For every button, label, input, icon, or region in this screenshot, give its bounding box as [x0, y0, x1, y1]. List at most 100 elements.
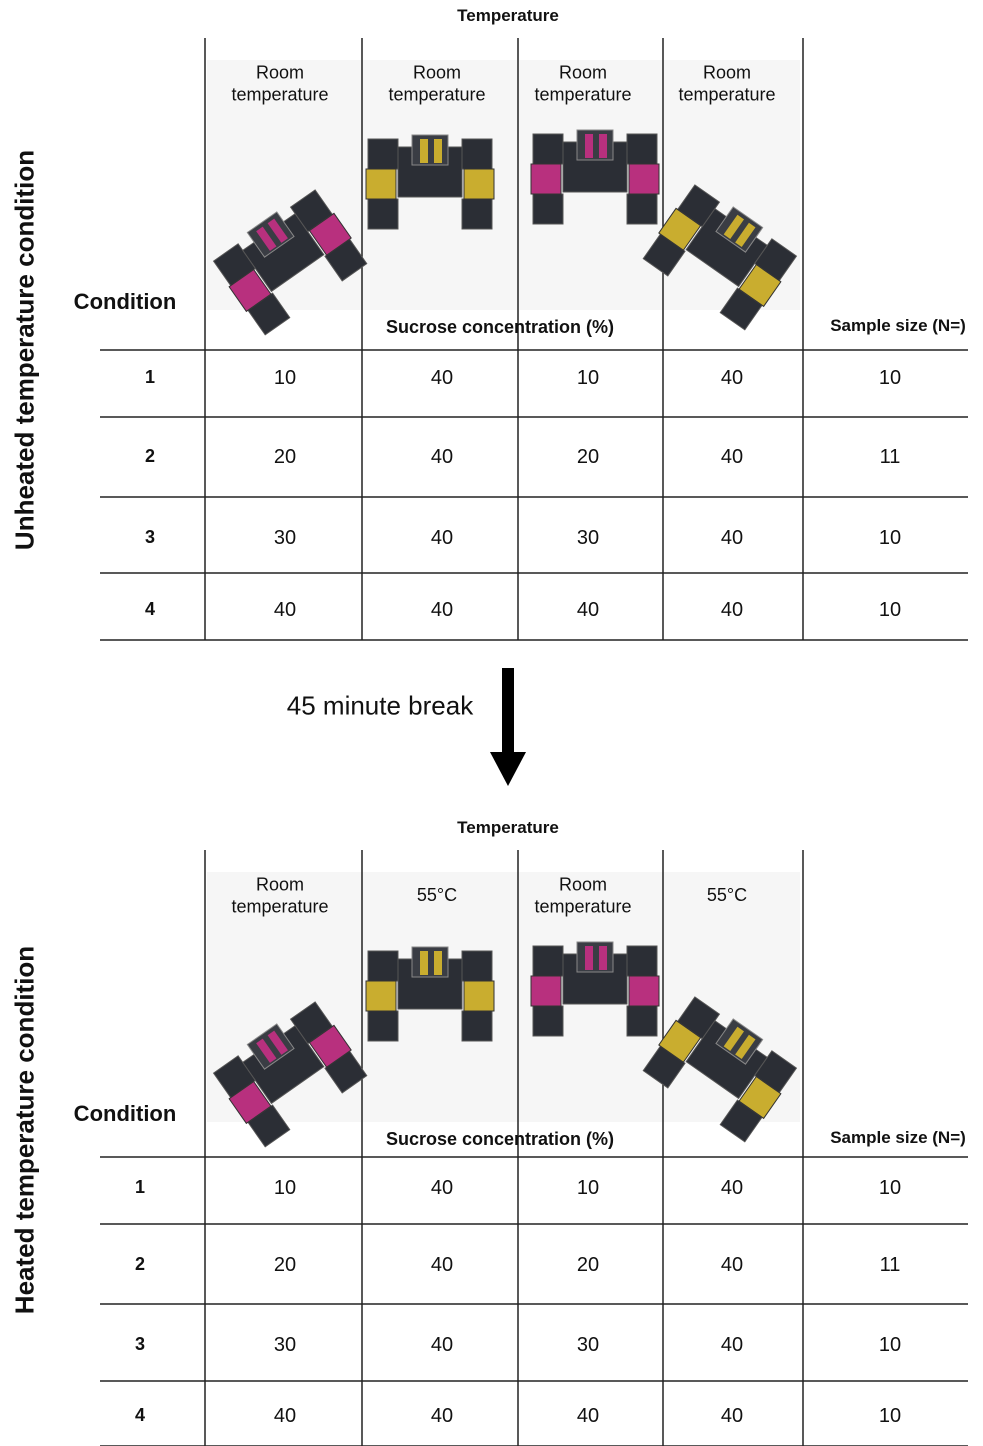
condition-number: 4: [135, 1405, 145, 1427]
condition-number: 4: [145, 599, 155, 621]
maze-feeder: [531, 164, 561, 194]
sucrose-value: 10: [577, 366, 599, 390]
sucrose-value: 40: [431, 526, 453, 550]
temperature-header: Temperature: [457, 818, 559, 838]
maze-feeder: [629, 164, 659, 194]
maze-arm: [368, 1011, 398, 1041]
maze-arm: [627, 194, 657, 224]
sample-size: 10: [879, 1176, 901, 1200]
condition-number: 2: [135, 1254, 145, 1276]
column-header: Room temperature: [518, 874, 648, 917]
sucrose-value: 40: [721, 598, 743, 622]
sucrose-value: 40: [721, 526, 743, 550]
maze-feeder: [464, 981, 494, 1011]
condition-number: 3: [135, 1334, 145, 1356]
side-label: Unheated temperature condition: [9, 150, 40, 550]
maze-feeder: [366, 169, 396, 199]
maze-arm: [368, 951, 398, 981]
condition-number: 1: [135, 1177, 145, 1199]
sucrose-value: 40: [431, 366, 453, 390]
sucrose-value: 10: [274, 366, 296, 390]
maze-feeder: [366, 981, 396, 1011]
maze-arm: [627, 1006, 657, 1036]
maze-entry: [412, 135, 448, 165]
column-header: Room temperature: [215, 874, 345, 917]
sucrose-label: Sucrose concentration (%): [386, 1129, 614, 1151]
sucrose-value: 40: [721, 445, 743, 469]
break-label: 45 minute break: [287, 690, 473, 721]
sucrose-value: 20: [577, 445, 599, 469]
maze-arm: [533, 946, 563, 976]
condition-number: 3: [145, 527, 155, 549]
sample-size-label: Sample size (N=): [830, 316, 966, 336]
column-header: Room temperature: [372, 62, 502, 105]
sucrose-value: 40: [577, 1404, 599, 1428]
maze-arm: [462, 199, 492, 229]
sucrose-value: 20: [274, 1253, 296, 1277]
maze-gate: [585, 134, 593, 158]
maze-arm: [627, 946, 657, 976]
maze-arm: [462, 139, 492, 169]
sample-size: 10: [879, 1404, 901, 1428]
column-header: 55°C: [662, 885, 792, 907]
sucrose-value: 40: [721, 1176, 743, 1200]
sucrose-value: 40: [431, 1404, 453, 1428]
maze-gate: [585, 946, 593, 970]
maze-feeder: [629, 976, 659, 1006]
maze-gate: [599, 134, 607, 158]
column-header: Room temperature: [215, 62, 345, 105]
maze-arm: [368, 139, 398, 169]
sucrose-value: 30: [577, 526, 599, 550]
sucrose-label: Sucrose concentration (%): [386, 317, 614, 339]
sucrose-value: 40: [431, 1333, 453, 1357]
sucrose-value: 30: [274, 526, 296, 550]
maze-gate: [420, 139, 428, 163]
sucrose-value: 40: [274, 1404, 296, 1428]
maze-arm: [462, 951, 492, 981]
maze-arm: [533, 194, 563, 224]
sucrose-value: 40: [721, 1404, 743, 1428]
condition-label: Condition: [74, 289, 177, 315]
sucrose-value: 40: [721, 1253, 743, 1277]
sucrose-value: 10: [577, 1176, 599, 1200]
maze-gate: [434, 139, 442, 163]
condition-label: Condition: [74, 1101, 177, 1127]
maze-arm: [627, 134, 657, 164]
sample-size: 10: [879, 526, 901, 550]
sucrose-value: 40: [431, 1176, 453, 1200]
side-label: Heated temperature condition: [9, 946, 40, 1314]
maze-entry: [412, 947, 448, 977]
sucrose-value: 40: [431, 1253, 453, 1277]
sucrose-value: 30: [577, 1333, 599, 1357]
maze-arm: [533, 1006, 563, 1036]
sample-size: 10: [879, 366, 901, 390]
sucrose-value: 40: [431, 598, 453, 622]
arrow-head: [490, 752, 526, 786]
sample-size: 10: [879, 598, 901, 622]
maze-arm: [462, 1011, 492, 1041]
maze-arm: [533, 134, 563, 164]
sample-size: 11: [880, 1253, 901, 1277]
sample-size: 11: [880, 445, 901, 469]
condition-number: 2: [145, 446, 155, 468]
figure: Unheated temperature condition Temperatur…: [0, 0, 983, 1446]
sucrose-value: 40: [577, 598, 599, 622]
sucrose-value: 40: [431, 445, 453, 469]
column-header: 55°C: [372, 885, 502, 907]
sample-size: 10: [879, 1333, 901, 1357]
column-header: Room temperature: [662, 62, 792, 105]
sucrose-value: 40: [721, 1333, 743, 1357]
maze-gate: [599, 946, 607, 970]
maze-feeder: [464, 169, 494, 199]
maze-entry: [577, 942, 613, 972]
sample-size-label: Sample size (N=): [830, 1128, 966, 1148]
sucrose-value: 20: [274, 445, 296, 469]
sucrose-value: 40: [721, 366, 743, 390]
sucrose-value: 10: [274, 1176, 296, 1200]
figure-graphics: [0, 0, 983, 1446]
maze-gate: [434, 951, 442, 975]
maze-entry: [577, 130, 613, 160]
maze-feeder: [531, 976, 561, 1006]
temperature-header: Temperature: [457, 6, 559, 26]
column-header: Room temperature: [518, 62, 648, 105]
